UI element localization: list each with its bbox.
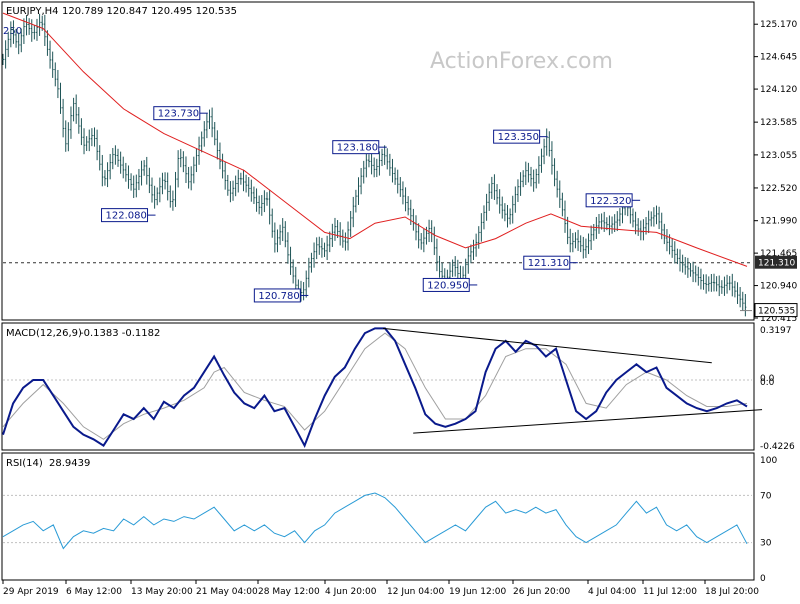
x-tick-label: 4 Jul 04:00 [588,587,637,597]
rsi-y-tick-label: 70 [760,491,772,501]
last-price-tag [754,303,798,318]
price-y-tick-label: 123.585 [760,118,797,128]
x-tick-label: 13 May 20:00 [131,587,193,597]
watermark: ActionForex.com [430,49,613,74]
macd-signal-line [2,332,748,440]
price-annotation-label: 123.180 [337,143,378,154]
x-tick-label: 11 Jul 12:00 [643,587,697,597]
macd-y-tick-label: 0.0 [760,374,775,384]
macd-trendline [382,327,712,364]
price-annotation-label: 120.780 [258,291,299,302]
price-y-tick-label: 122.520 [760,184,797,194]
macd-layer: 0.3197 0.00.0 -0.4226 [2,326,795,452]
rsi-y-tick-label: 0 [760,574,766,584]
price-y-tick-label: 120.415 [760,314,797,324]
price-layer: 125.170 124.645 124.120 123.585 123.055 122.5… [2,12,798,324]
x-tick-label: 21 May 04:00 [196,587,258,597]
price-y-tick-label: 120.940 [760,282,797,292]
macd-y-tick-label: -0.4226 [760,442,795,452]
price-annotation-label: 122.320 [590,196,631,207]
reference-line-label: 121.310 [758,259,795,269]
macd-main-line [2,327,748,449]
last-price-label: 120.535 [758,307,795,317]
symbol-label: EURJPY,H4 [6,6,59,17]
price-y-tick-label: 123.055 [760,151,797,161]
x-tick-label: 6 May 12:00 [66,587,122,597]
x-tick-label: 4 Jun 20:00 [325,587,377,597]
price-annotation-label: 122.080 [106,211,147,222]
price-y-tick-label: 124.120 [760,85,797,95]
rsi-title: RSI(14) [6,458,43,469]
rsi-line [2,492,748,550]
ohlc-label: 120.789 120.847 120.495 120.535 [62,6,237,17]
macd-y-tick-label: 0.3197 [760,326,792,336]
price-annotation-label: 120.950 [427,280,468,291]
price-annotation-label: 123.730 [158,109,199,120]
x-tick-label: 29 Apr 2019 [3,587,59,597]
price-y-tick-label: 125.170 [760,20,797,30]
price-annotation-label: 123.350 [498,132,539,143]
price-y-tick-label: 124.645 [760,53,797,63]
price-annotation-label: 121.310 [528,258,569,269]
x-tick-label: 12 Jun 04:00 [387,587,444,597]
rsi-y-tick-label: 100 [760,456,777,466]
price-panel-frame [1,1,755,321]
rsi-panel-frame [1,452,755,581]
macd-title: MACD(12,26,9) [6,328,82,339]
rsi-value: 28.9439 [49,458,90,469]
price-y-tick-label: 121.990 [760,217,797,227]
price-edge-label: 250 [3,26,22,37]
moving-average-line [2,12,748,267]
macd-panel-frame [1,322,755,451]
x-tick-label: 26 Jun 20:00 [513,587,570,597]
x-axis: 29 Apr 2019 6 May 12:00 13 May 20:00 21 May… [2,580,759,597]
x-tick-label: 19 Jun 12:00 [449,587,506,597]
reference-line-tag [755,255,797,269]
x-tick-label: 18 Jul 20:00 [705,587,759,597]
macd-y-tick-label: 0.0 [760,378,775,388]
rsi-y-tick-label: 30 [760,539,772,549]
macd-values: -0.1383 -0.1182 [80,328,160,339]
macd-trendline [413,409,763,434]
x-tick-label: 28 May 12:00 [258,587,320,597]
price-y-tick-label: 121.465 [760,249,797,259]
rsi-layer: 100 70 30 0 [2,456,777,584]
